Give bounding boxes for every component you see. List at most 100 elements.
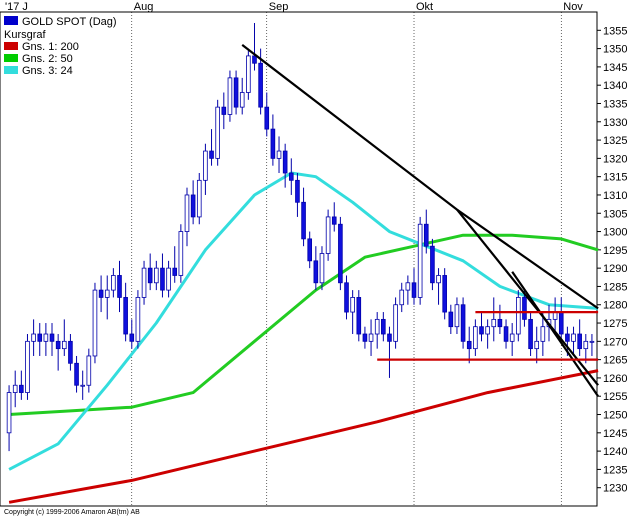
month-label: '17 J (5, 1, 28, 13)
y-tick-label: 1240 (603, 446, 627, 458)
candle-body (460, 304, 466, 342)
candle-body (479, 326, 484, 335)
candle-body (565, 333, 570, 342)
candle-body (123, 297, 128, 335)
candle-body (393, 304, 398, 342)
candle-body (117, 275, 122, 298)
candle-body (80, 384, 85, 387)
month-label: Okt (416, 1, 433, 13)
candle-body (516, 297, 521, 335)
candle-body (160, 267, 165, 291)
candle-body (190, 194, 196, 218)
candle-body (405, 282, 411, 291)
candle-body (411, 282, 417, 298)
candle-body (203, 150, 208, 181)
y-tick-label: 1235 (603, 464, 627, 476)
y-tick-label: 1300 (603, 227, 627, 239)
candle-body (319, 253, 325, 284)
month-gridlines (131, 12, 562, 506)
candle-body (381, 318, 386, 335)
y-tick-label: 1345 (603, 62, 627, 74)
month-labels: '17 J Aug Sep Okt Nov (5, 1, 583, 13)
candle-body (522, 297, 527, 320)
candle-body (417, 223, 423, 298)
legend-label: Kursgraf (4, 29, 47, 41)
candle-body (589, 340, 595, 343)
trendlines (241, 44, 600, 397)
candle-body (325, 216, 331, 254)
legend-swatch (4, 66, 18, 74)
candle-body (86, 355, 92, 386)
candle-body (368, 333, 374, 342)
instrument-swatch (4, 16, 18, 25)
candle-body (473, 326, 478, 350)
y-tick-label: 1250 (603, 410, 627, 422)
candle-body (577, 333, 582, 350)
candle-body (37, 333, 43, 342)
candle-body (466, 340, 472, 350)
candle-body (221, 106, 227, 115)
candle-body (423, 223, 429, 247)
candle-body (282, 150, 288, 174)
candle-body (111, 275, 116, 291)
y-tick-label: 1230 (603, 483, 627, 495)
instrument-label: GOLD SPOT (Dag) (22, 16, 117, 28)
candle-body (295, 179, 300, 203)
candlesticks (6, 22, 595, 452)
legend-label: Gns. 1: 200 (22, 41, 79, 53)
candle-body (31, 333, 36, 342)
copyright-text: Copyright (c) 1999-2006 Amaron AB(tm) AB (4, 509, 140, 516)
candle-body (497, 318, 503, 328)
plot-frame (0, 11, 598, 507)
candle-body (338, 223, 343, 284)
moving-average-line (8, 369, 599, 504)
legend-label: Gns. 3: 24 (22, 65, 73, 77)
y-tick-label: 1275 (603, 318, 627, 330)
candle-body (528, 318, 533, 350)
candle-body (448, 311, 454, 328)
candle-body (344, 282, 349, 313)
candle-body (258, 62, 263, 108)
candle-body (264, 106, 270, 130)
candle-body (25, 340, 30, 393)
moving-average-line (8, 171, 599, 471)
y-tick-label: 1340 (603, 80, 627, 92)
candle-body (129, 333, 135, 342)
candle-body (135, 297, 141, 342)
candle-body (540, 326, 546, 342)
trendline (511, 271, 600, 397)
candle-body (301, 201, 306, 240)
candle-body (172, 267, 178, 276)
candle-body (276, 150, 282, 159)
candle-body (92, 289, 98, 357)
y-tick-label: 1355 (603, 25, 627, 37)
candle-body (387, 333, 392, 342)
candle-body (178, 231, 184, 276)
candle-body (246, 55, 251, 93)
candle-body (154, 267, 159, 284)
candle-body (147, 267, 153, 284)
month-label: Nov (563, 1, 583, 13)
candle-body (583, 340, 589, 350)
candle-body (313, 260, 319, 284)
y-tick-label: 1260 (603, 373, 627, 385)
month-label: Aug (134, 1, 154, 13)
legend-swatch (4, 54, 18, 62)
candle-body (436, 275, 441, 284)
candle-body (227, 77, 233, 115)
candle-body (430, 245, 435, 284)
candle-body (288, 172, 294, 181)
candle-body (485, 326, 490, 335)
candle-body (98, 289, 104, 298)
candle-body (239, 92, 245, 108)
candle-body (141, 267, 147, 298)
candle-body (12, 384, 18, 393)
y-tick-label: 1255 (603, 391, 627, 403)
y-tick-label: 1310 (603, 190, 627, 202)
candle-body (215, 106, 220, 159)
candle-body (307, 238, 313, 262)
month-label: Sep (269, 1, 289, 13)
candle-body (509, 333, 515, 342)
candle-body (252, 55, 257, 64)
